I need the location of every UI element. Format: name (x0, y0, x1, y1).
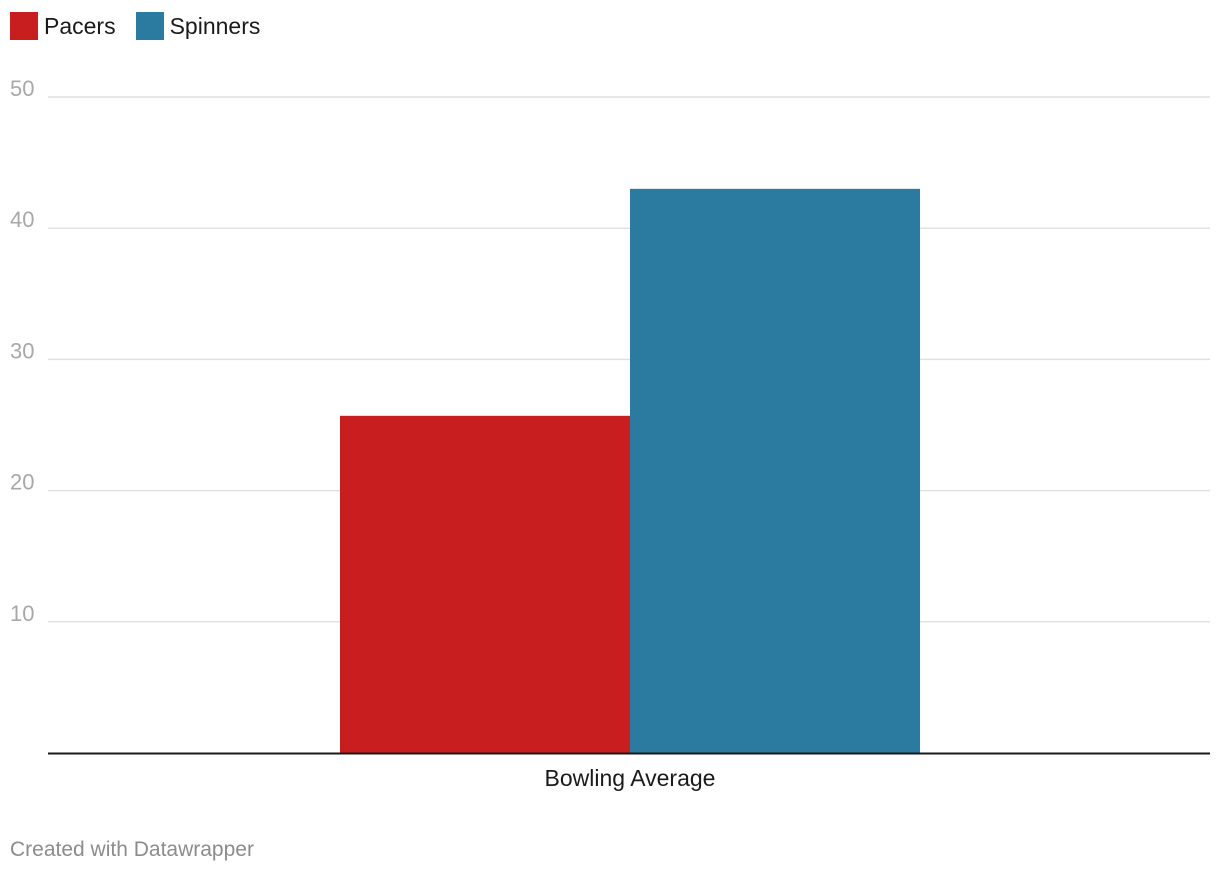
legend-swatch-spinners (135, 12, 164, 40)
x-category-label: Bowling Average (545, 765, 716, 791)
chart-legend: Pacers Spinners (10, 12, 260, 40)
legend-swatch-pacers (10, 12, 38, 40)
y-tick-label: 20 (10, 470, 34, 495)
y-tick-label: 40 (10, 207, 34, 232)
legend-label-spinners: Spinners (169, 12, 261, 39)
legend-item-pacers: Pacers (10, 12, 116, 40)
y-tick-label: 30 (10, 338, 34, 363)
legend-label-pacers: Pacers (44, 12, 116, 39)
y-tick-label: 50 (10, 76, 34, 101)
bar-chart: 10 20 30 40 50 Bowling Average (10, 76, 1210, 791)
bar-spinners (630, 188, 920, 754)
bar-pacers (340, 415, 630, 753)
footer-credit: Created with Datawrapper (10, 838, 254, 861)
legend-item-spinners: Spinners (135, 12, 261, 40)
y-tick-label: 10 (10, 601, 34, 626)
